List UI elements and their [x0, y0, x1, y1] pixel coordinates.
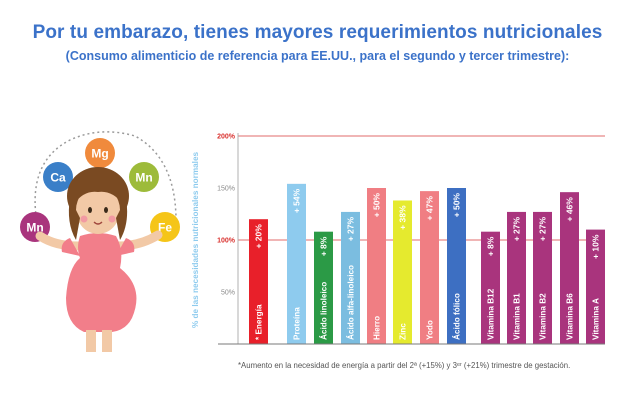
bar-category-label: Zinc	[399, 323, 408, 340]
bar	[367, 188, 386, 344]
bar	[507, 211, 526, 344]
bar-category-label: Ácido fólico	[452, 293, 462, 340]
bar-value-label: + 47%	[425, 196, 435, 221]
left-leg	[86, 330, 96, 352]
right-eye	[104, 207, 108, 213]
bar	[249, 219, 268, 344]
bar-value-label: + 27%	[512, 216, 522, 241]
hair-side-right	[116, 198, 128, 240]
footnote: *Aumento en la necesidad de energía a pa…	[238, 361, 571, 370]
bar	[586, 229, 605, 344]
right-cheek	[108, 215, 116, 223]
bar-category-label: Ácido alfa-linoleico	[346, 265, 356, 340]
element-bubble-label: Ca	[50, 171, 66, 185]
bar-category-label: Proteína	[293, 307, 302, 340]
bar-category-label: Vitamina B1	[513, 293, 522, 340]
left-eye	[88, 207, 92, 213]
bar-category-label: Ácido linoleico	[319, 282, 329, 340]
bar-category-label: Hierro	[373, 316, 382, 340]
face	[76, 186, 120, 234]
bar	[314, 231, 333, 344]
left-cheek	[80, 215, 88, 223]
bar-value-label: + 8%	[486, 236, 496, 256]
bar-value-label: + 38%	[398, 205, 408, 230]
bar	[287, 183, 306, 344]
element-bubble-label: Fe	[158, 221, 172, 235]
mouth	[93, 221, 103, 225]
y-axis-label: % de las necesidades nutricionales norma…	[191, 152, 200, 329]
bar-value-label: + 27%	[538, 216, 548, 241]
bar-category-label: Vitamina B2	[539, 293, 548, 340]
bar	[341, 211, 360, 344]
bar-value-label: + 50%	[372, 193, 382, 218]
bar	[481, 231, 500, 344]
bar-value-label: + 50%	[452, 193, 462, 218]
pregnant-woman-illustration: Mg Ca Mn Mn Fe	[20, 131, 180, 352]
bar-category-label: * Energía	[255, 304, 264, 340]
hair-fringe	[74, 178, 123, 204]
bar-value-label: + 8%	[319, 236, 329, 256]
bar	[560, 192, 579, 344]
element-bubble	[43, 162, 73, 192]
y-tick-label: 50%	[221, 290, 235, 297]
bar	[393, 200, 412, 344]
dress	[66, 233, 137, 332]
bar-value-label: + 20%	[254, 224, 264, 249]
bar	[533, 211, 552, 344]
page-subtitle: (Consumo alimenticio de referencia para …	[65, 49, 570, 63]
y-tick-label: 200%	[217, 134, 236, 141]
bar	[447, 188, 466, 344]
left-sleeve	[61, 238, 80, 256]
bar-category-label: Vitamina A	[592, 298, 601, 340]
bar-value-label: + 54%	[292, 188, 302, 213]
bar-category-label: Yodo	[426, 320, 435, 340]
element-bubble-label: Mn	[135, 171, 152, 185]
bar-category-label: Vitamina B6	[566, 293, 575, 340]
element-bubble	[85, 138, 115, 168]
element-bubble-label: Mn	[26, 221, 43, 235]
bar-value-label: + 10%	[591, 234, 601, 259]
element-bubble-label: Mg	[91, 147, 108, 161]
bar-category-label: Vitamina B12	[487, 288, 496, 340]
nutrition-bar-chart: % de las necesidades nutricionales norma…	[191, 133, 605, 345]
page-title: Por tu embarazo, tienes mayores requerim…	[32, 22, 603, 43]
juggling-arc	[34, 131, 177, 229]
hair-side-left	[68, 198, 80, 240]
y-tick-label: 150%	[217, 186, 235, 193]
y-tick-label: 100%	[217, 238, 236, 245]
element-bubble	[129, 162, 159, 192]
bar-value-label: + 46%	[565, 197, 575, 222]
bar	[420, 191, 439, 344]
bar-value-label: + 27%	[346, 216, 356, 241]
right-leg	[102, 330, 112, 352]
